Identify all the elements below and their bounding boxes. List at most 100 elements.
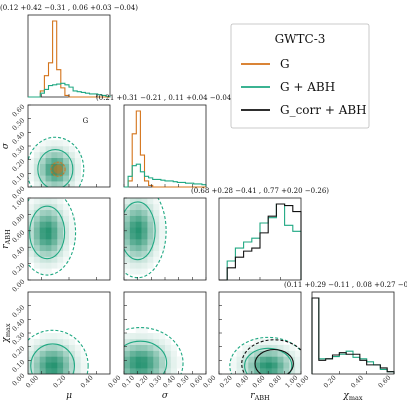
joint-chi-max-vs-mu-cell	[28, 338, 35, 346]
joint-r-abh-vs-sigma-cell	[124, 209, 131, 216]
joint-chi-max-vs-sigma-cell	[153, 356, 160, 363]
joint-chi-max-vs-sigma-cell	[159, 368, 166, 374]
joint-r-abh-vs-mu-cell	[57, 227, 64, 234]
joint-chi-max-vs-sigma-cell	[153, 333, 160, 340]
x-tick-label-mu-2: 0.40	[79, 374, 95, 390]
joint-chi-max-vs-sigma-cell	[159, 350, 166, 357]
joint-chi-max-vs-r-abh-cell	[271, 362, 278, 369]
joint-chi-max-vs-r-abh-cell	[277, 338, 284, 346]
joint-r-abh-vs-sigma-cell	[129, 244, 137, 252]
joint-r-abh-vs-mu-cell	[45, 209, 52, 216]
joint-r-abh-vs-mu-cell	[63, 203, 70, 211]
joint-sigma-vs-mu-cell	[28, 169, 35, 176]
joint-chi-max-vs-sigma-cell	[129, 333, 137, 340]
joint-sigma-vs-mu-cell	[45, 146, 52, 153]
joint-sigma-vs-mu-cell	[33, 169, 41, 176]
joint-chi-max-vs-sigma-cell	[141, 362, 148, 369]
joint-r-abh-vs-sigma-cell	[141, 268, 148, 275]
joint-chi-max-vs-mu-cell	[51, 333, 58, 340]
joint-chi-max-vs-r-abh-cell	[260, 344, 267, 351]
joint-sigma-vs-mu-cell	[45, 169, 52, 176]
joint-chi-max-vs-sigma-cell	[135, 362, 142, 369]
joint-sigma-vs-mu-cell	[57, 157, 64, 164]
joint-r-abh-vs-mu-cell	[69, 221, 76, 228]
joint-chi-max-vs-r-abh-cell	[295, 368, 301, 374]
joint-sigma-vs-mu-cell	[45, 163, 52, 170]
joint-chi-max-vs-sigma-cell	[124, 368, 131, 374]
joint-r-abh-vs-sigma-cell	[129, 239, 137, 246]
y-tick-label-chi_max-2: 0.20	[11, 344, 27, 360]
y-tick-label-sigma-3: 0.30	[11, 144, 27, 160]
hist-chi_max-frame	[311, 291, 395, 375]
joint-r-abh-vs-sigma-cell	[129, 209, 137, 216]
joint-chi-max-vs-sigma-cell	[141, 327, 148, 334]
joint-r-abh-vs-mu-cell	[28, 203, 35, 211]
joint-chi-max-vs-mu-cell	[69, 362, 76, 369]
joint-chi-max-vs-mu-cell	[33, 338, 41, 346]
joint-r-abh-vs-mu-contour-inner	[29, 205, 66, 260]
joint-sigma-vs-mu-cell	[63, 175, 70, 182]
joint-chi-max-vs-mu-cell	[63, 350, 70, 357]
joint-r-abh-vs-sigma-cell	[147, 244, 154, 252]
x-tick-label-sigma-0: 0.00	[107, 374, 123, 390]
joint-chi-max-vs-sigma-cell	[153, 362, 160, 369]
joint-chi-max-vs-sigma-cell	[170, 368, 178, 374]
joint-r-abh-vs-mu-cell	[51, 239, 58, 246]
joint-chi-max-vs-r-abh-cell	[283, 344, 290, 351]
joint-chi-max-vs-sigma-cell	[176, 356, 183, 363]
x-tick-label-r_abh-4: 0.80	[267, 374, 283, 390]
joint-chi-max-vs-r-abh-cell	[254, 362, 261, 369]
joint-r-abh-vs-mu-cell	[45, 256, 52, 263]
joint-chi-max-vs-r-abh-cell	[242, 350, 249, 357]
joint-chi-max-vs-mu-cell	[33, 350, 41, 357]
joint-r-abh-vs-mu-cell	[63, 221, 70, 228]
joint-sigma-vs-mu-cell	[39, 157, 46, 164]
joint-r-abh-vs-mu-cell	[39, 233, 46, 240]
joint-chi-max-vs-r-abh-cell	[230, 362, 237, 369]
joint-r-abh-vs-sigma-cell	[124, 268, 131, 275]
joint-r-abh-vs-sigma-cell	[129, 227, 137, 234]
joint-chi-max-vs-sigma-cell	[153, 350, 160, 357]
hist-sigma-g-abh	[124, 163, 207, 188]
joint-r-abh-vs-mu-cell	[33, 209, 41, 216]
joint-sigma-vs-mu-cell	[74, 169, 82, 176]
joint-sigma-vs-mu-cell	[39, 146, 46, 153]
joint-chi-max-vs-r-abh-cell	[260, 362, 267, 369]
joint-r-abh-vs-mu-cell	[39, 262, 46, 269]
joint-chi-max-vs-sigma-contour-inner	[124, 340, 168, 374]
joint-sigma-vs-mu-cell	[57, 151, 64, 159]
joint-r-abh-vs-mu-cell	[39, 221, 46, 228]
joint-chi-max-vs-r-abh-cell	[248, 368, 255, 374]
joint-r-abh-vs-mu-cell	[63, 239, 70, 246]
joint-r-abh-vs-sigma-cell	[129, 198, 137, 205]
joint-chi-max-vs-r-abh-cell	[248, 356, 255, 363]
joint-chi-max-vs-sigma-cell	[153, 338, 160, 346]
joint-chi-max-vs-sigma-cell	[165, 368, 172, 374]
joint-r-abh-vs-mu-cell	[33, 227, 41, 234]
joint-sigma-vs-mu-cell	[33, 181, 41, 187]
hist-mu-g-abh	[28, 82, 111, 98]
joint-chi-max-vs-sigma-cell	[159, 362, 166, 369]
joint-chi-max-vs-r-abh-cell	[271, 350, 278, 357]
joint-r-abh-vs-mu-cell	[63, 209, 70, 216]
joint-r-abh-vs-mu-cell	[51, 233, 58, 240]
joint-chi-max-vs-mu-cell	[57, 333, 64, 340]
joint-chi-max-vs-mu-cell	[63, 368, 70, 374]
joint-chi-max-vs-sigma-cell	[170, 344, 178, 351]
joint-chi-max-vs-mu-cell	[74, 356, 82, 363]
joint-r-abh-vs-sigma-cell	[124, 227, 131, 234]
diag-title-chi_max: (0.11 +0.29 −0.11 , 0.08 +0.27 −0.08)	[284, 281, 407, 289]
joint-chi-max-vs-r-abh-cell	[236, 368, 243, 374]
joint-sigma-vs-mu-cell	[45, 175, 52, 182]
joint-chi-max-vs-mu-cell	[51, 356, 58, 363]
joint-sigma-vs-mu-cell	[74, 151, 82, 159]
joint-r-abh-vs-mu-contour-outer	[28, 198, 77, 276]
joint-r-abh-vs-mu-cell	[51, 227, 58, 234]
joint-chi-max-vs-mu-cell	[39, 344, 46, 351]
joint-chi-max-vs-sigma-cell	[135, 356, 142, 363]
joint-chi-max-vs-sigma-cell	[170, 362, 178, 369]
joint-chi-max-vs-sigma-cell	[147, 350, 154, 357]
joint-sigma-vs-mu-cell	[33, 146, 41, 153]
joint-chi-max-vs-r-abh-cell	[254, 356, 261, 363]
joint-r-abh-vs-mu-cell	[57, 244, 64, 252]
